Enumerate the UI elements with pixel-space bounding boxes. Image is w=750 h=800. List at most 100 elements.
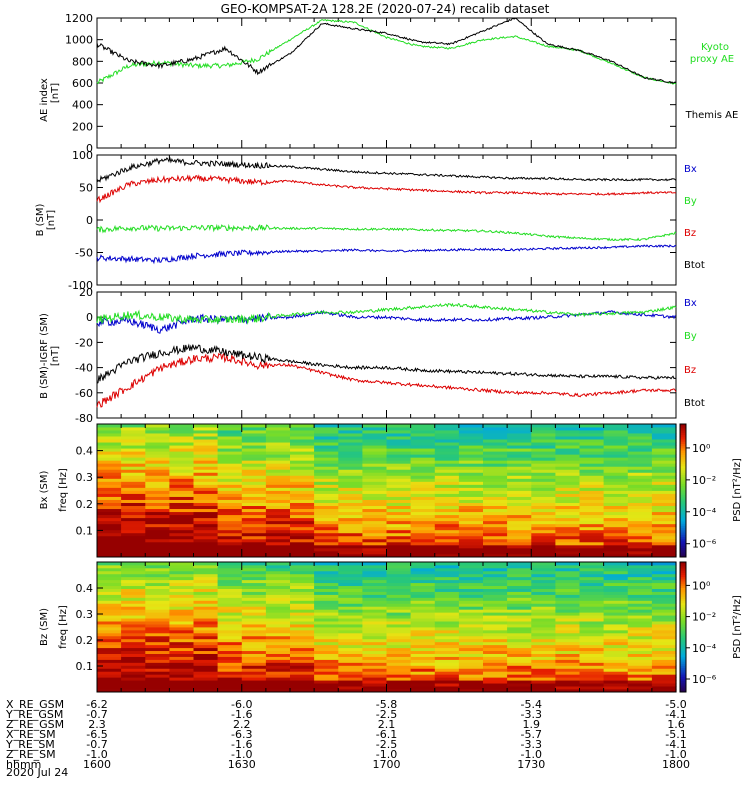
heat-cell — [579, 451, 605, 455]
ephemeris-cell: -1.6 — [231, 708, 252, 721]
heat-cell — [362, 644, 388, 649]
colorbar-cell — [680, 512, 686, 516]
colorbar-cell — [680, 457, 686, 460]
heat-cell — [362, 484, 388, 488]
heat-cell — [97, 535, 122, 540]
heat-cell — [410, 529, 436, 534]
heat-cell — [579, 591, 605, 595]
heat-cell — [627, 576, 653, 581]
ephemeris-cell: 2.2 — [233, 718, 251, 731]
heat-cell — [603, 553, 629, 558]
heat-cell — [169, 550, 195, 555]
heat-cell — [265, 665, 291, 669]
heat-cell — [193, 529, 219, 534]
heat-cell — [507, 538, 532, 543]
heat-cell — [410, 502, 436, 507]
heat-cell — [97, 638, 122, 643]
heat-cell — [314, 627, 339, 631]
heat-cell — [338, 662, 363, 666]
heat-cell — [627, 677, 653, 681]
heat-cell — [458, 629, 484, 634]
heat-cell — [290, 582, 315, 587]
heat-cell — [362, 454, 388, 458]
heat-cell — [483, 535, 508, 540]
heat-cell — [265, 427, 291, 431]
heat-cell — [217, 582, 243, 587]
heat-cell — [97, 451, 122, 455]
heat-cell — [145, 484, 170, 488]
colorbar-cell — [680, 611, 686, 615]
heat-cell — [627, 529, 653, 534]
heat-cell — [362, 683, 388, 687]
colorbar-cell — [680, 676, 686, 680]
panel-bx-psd: 0.10.20.30.4 Bx (SM) freq [Hz] 10⁰10⁻²10… — [39, 423, 743, 558]
heat-cell — [338, 472, 363, 476]
heat-cell — [410, 579, 436, 584]
ephemeris-cell: -0.7 — [86, 708, 107, 721]
heat-cell — [579, 514, 605, 519]
heat-cell — [314, 600, 339, 604]
heat-cell — [579, 430, 605, 434]
heat-cell — [603, 448, 629, 452]
heat-cell — [193, 627, 219, 631]
heat-cell — [410, 454, 436, 458]
heat-cell — [579, 582, 605, 587]
heat-cell — [290, 481, 315, 485]
heat-cell — [386, 496, 412, 500]
heat-cell — [507, 526, 532, 531]
heat-cell — [362, 629, 388, 634]
heat-cell — [507, 656, 532, 660]
heat-cell — [579, 502, 605, 507]
y-tick-label: 1000 — [65, 34, 93, 47]
heat-cell — [410, 520, 436, 525]
heat-cell — [386, 674, 412, 678]
heat-cell — [265, 632, 291, 637]
heat-cell — [458, 674, 484, 678]
heat-cell — [483, 686, 508, 690]
heat-cell — [314, 502, 339, 507]
heat-cell — [338, 564, 363, 569]
heat-cell — [507, 451, 532, 455]
heat-cell — [458, 689, 484, 693]
colorbar-cell — [680, 552, 686, 556]
heat-cell — [555, 493, 581, 497]
heat-cell — [651, 668, 677, 672]
heat-cell — [531, 514, 556, 519]
heat-cell — [169, 448, 195, 452]
heat-cell — [531, 627, 556, 631]
panel-bz-psd-yunit: freq [Hz] — [58, 605, 69, 649]
heat-cell — [386, 442, 412, 446]
heat-cell — [338, 632, 363, 637]
heat-cell — [579, 562, 605, 566]
heat-cell — [121, 550, 146, 555]
colorbar-cell — [680, 452, 686, 456]
heat-cell — [121, 591, 146, 595]
heat-cell — [145, 544, 170, 549]
heat-cell — [458, 526, 484, 531]
heat-cell — [217, 659, 243, 663]
heat-cell — [241, 591, 267, 595]
heat-cell — [265, 612, 291, 616]
heat-cell — [145, 564, 170, 569]
heat-cell — [507, 508, 532, 513]
heat-cell — [410, 665, 436, 669]
heat-cell — [410, 576, 436, 581]
colorbar-cell — [680, 590, 686, 593]
heat-cell — [362, 487, 388, 491]
heat-cell — [193, 650, 219, 654]
colorbar-frame — [679, 423, 687, 558]
bx-psd-heatmap — [97, 424, 677, 558]
heat-cell — [338, 686, 363, 690]
heat-cell — [290, 514, 315, 519]
heat-cell — [627, 600, 653, 604]
heat-cell — [338, 653, 363, 657]
heat-cell — [265, 502, 291, 507]
heat-cell — [434, 514, 460, 519]
heat-cell — [410, 621, 436, 625]
heat-cell — [603, 520, 629, 525]
heat-cell — [217, 460, 243, 464]
heat-cell — [362, 541, 388, 546]
heat-cell — [434, 659, 460, 663]
heat-cell — [627, 436, 653, 440]
heat-cell — [603, 433, 629, 437]
